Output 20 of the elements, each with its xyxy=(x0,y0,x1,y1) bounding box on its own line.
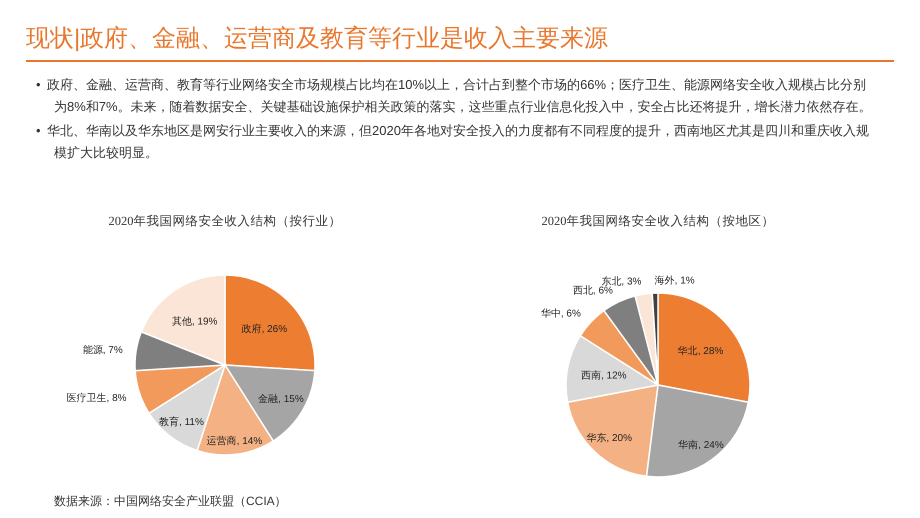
slice-label: 其他, 19% xyxy=(172,315,218,328)
slice-label: 能源, 7% xyxy=(82,344,123,356)
slice-label: 金融, 15% xyxy=(258,393,304,406)
slice-label: 东北, 3% xyxy=(601,276,642,288)
slice-label: 教育, 11% xyxy=(159,416,204,428)
text: • 华北、华南以及华东地区是网安行业主要收入的来源，但2020年各地对安全投入的力度都有不同程度的提升，西南地区尤其是四川和重庆收入规模扩大比较明显。 xyxy=(36,122,870,162)
slice-label: 华东, 20% xyxy=(586,432,632,444)
slice-label: 海外, 1% xyxy=(654,274,695,286)
slice-label: 华北, 28% xyxy=(678,344,724,357)
slice-label: 华中, 6% xyxy=(540,308,581,320)
text: • 政府、金融、运营商、教育等行业网络安全市场规模占比均在10%以上，合计占到整个市场的66%；医疗卫生、能源网络安全收入规模占比分别为8%和7%。未来，随着数据安全、关键基础设施保护相关政策的落实，这些重点行业信息化投入中，安全占比还将提升，增长潜力依然存在。 xyxy=(36,76,873,116)
slice-label: 政府, 26% xyxy=(242,323,288,336)
slice-label: 运营商, 14% xyxy=(206,434,262,447)
slice-label: 医疗卫生, 8% xyxy=(66,392,127,404)
source-note: 数据来源：中国网络安全产业联盟（CCIA） xyxy=(54,493,287,510)
slice-label: 西南, 12% xyxy=(580,370,627,382)
chart-title: 2020年我国网络安全收入结构（按行业） xyxy=(108,213,342,228)
text: 现状|政府、金融、运营商及教育等行业是收入主要来源 xyxy=(26,24,608,54)
slice-label: 华南, 24% xyxy=(678,439,724,452)
chart-title: 2020年我国网络安全收入结构（按地区） xyxy=(542,213,774,228)
